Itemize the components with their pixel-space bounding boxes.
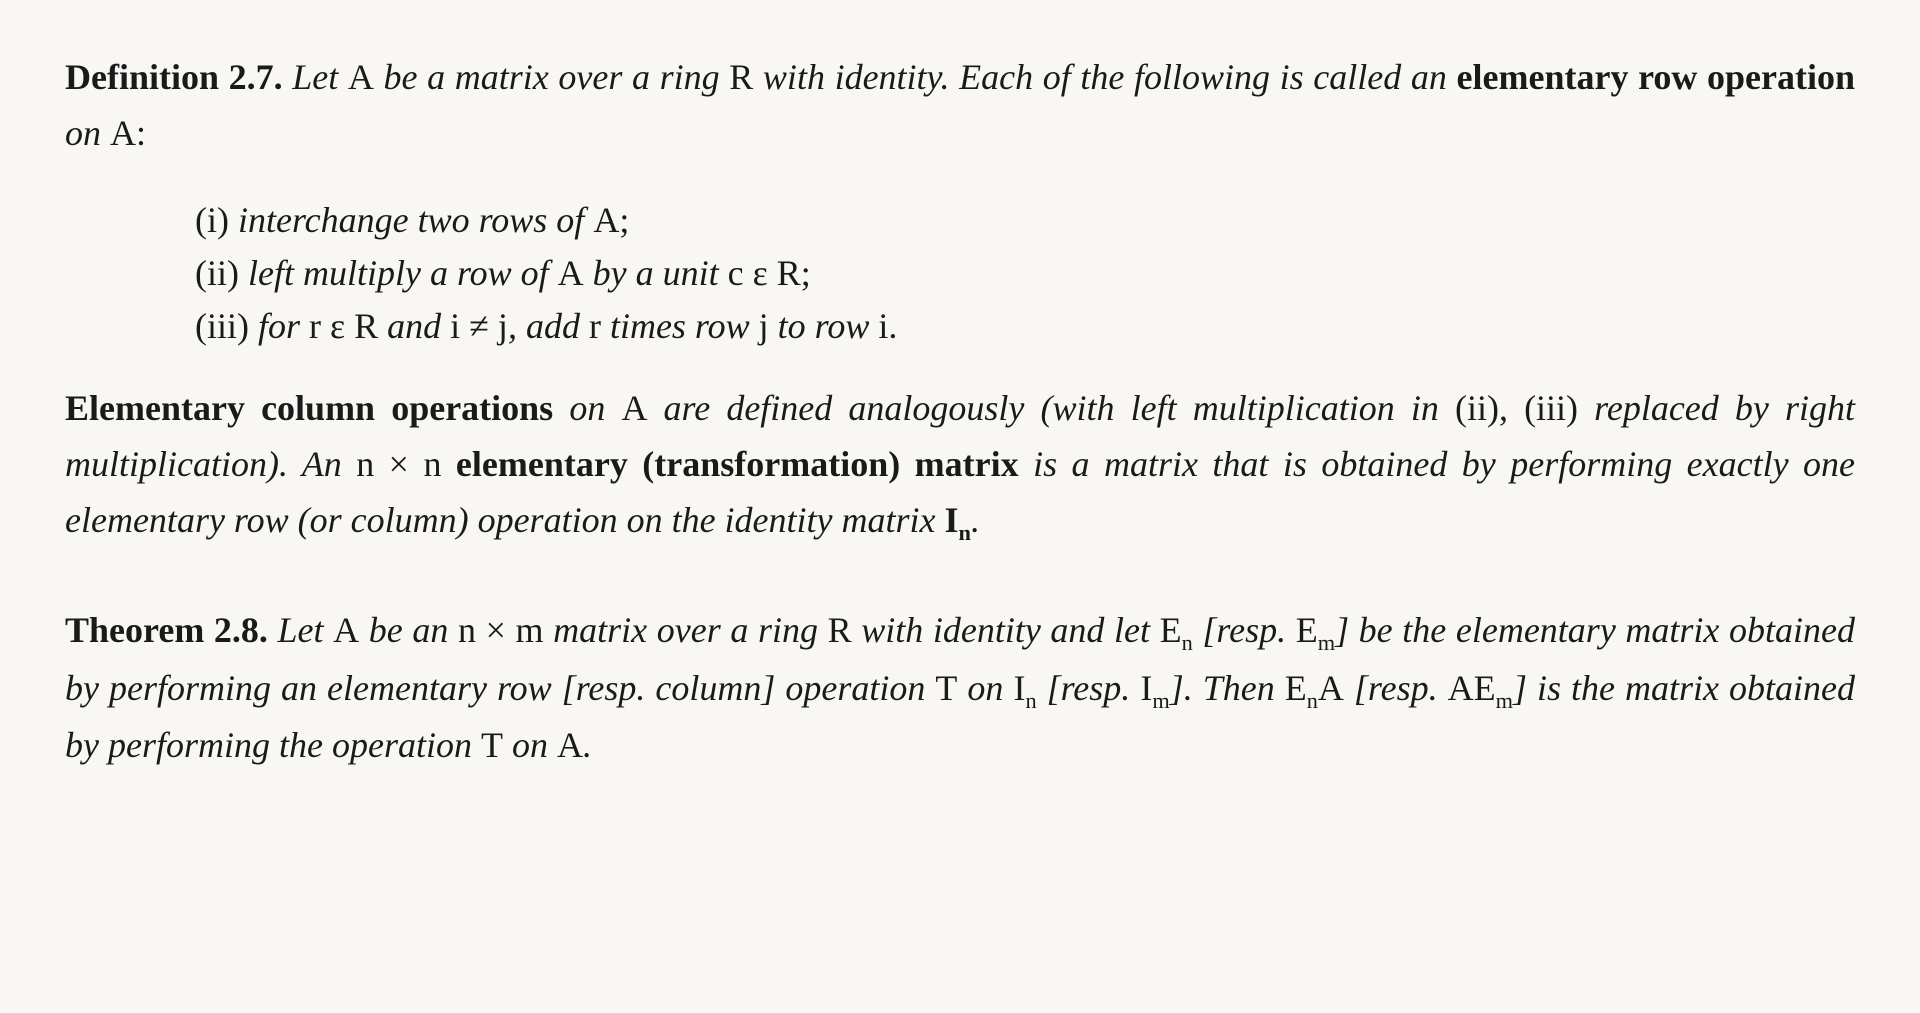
sym-r: r [309,306,321,346]
term-elementary-matrix: elementary (transformation) matrix [441,444,1018,484]
text: be a matrix over a ring [374,57,729,97]
text: . [583,725,592,765]
spacer [65,583,1855,603]
sym-neq: ≠ [460,306,498,346]
sym-E-sub: m [1318,630,1335,655]
sym-i: i [450,306,460,346]
sym-R: R [354,306,378,346]
sym-I: I [1140,668,1152,708]
text: for [258,306,309,346]
text: by a unit [584,253,728,293]
sym-A: A [333,610,359,650]
sym-j: j [498,306,508,346]
text: left multiply a row of [248,253,558,293]
sym-R: R [729,57,753,97]
sym-A: A [557,725,583,765]
text: : [136,113,146,153]
sym-E-sub: n [1182,630,1193,655]
sym-A: A [1318,668,1344,708]
ref-iii: (iii) [1524,388,1578,428]
text: to row [769,306,879,346]
ref-ii: (ii) [1455,388,1499,428]
text: be an [359,610,458,650]
sym-T: T [935,668,957,708]
text: Let [292,57,348,97]
text: with identity. Each of the following is … [753,57,1456,97]
text: ; [619,200,629,240]
text: on [65,113,110,153]
sym-A: A [1448,668,1474,708]
list-num: (i) [195,200,238,240]
sym-A: A [558,253,584,293]
sym-I-sub: m [1152,688,1169,713]
text: interchange two rows of [238,200,593,240]
sym-E-sub: n [1307,688,1318,713]
text: with identity and let [852,610,1160,650]
sym-r: r [589,306,601,346]
sym-E: E [1285,668,1307,708]
list-num: (ii) [195,253,248,293]
sym-E: E [1474,668,1496,708]
sym-epsilon: ε [744,253,777,293]
definition-label: Definition 2.7. [65,57,283,97]
sym-I: I [1013,668,1025,708]
column-ops-paragraph: Elementary column operations on A are de… [65,381,1855,550]
sym-nxn: n × n [356,444,441,484]
term-elementary-row-op: elementary row operation [1457,57,1856,97]
term-elementary-col-op: Elementary column operations [65,388,553,428]
text: . [971,500,980,540]
text: [resp. [1193,610,1296,650]
sym-R: R [828,610,852,650]
sym-I-sub: n [959,520,971,545]
sym-j: j [759,306,769,346]
text: ; [801,253,811,293]
sym-epsilon: ε [321,306,354,346]
sym-I-sub: n [1025,688,1036,713]
sym-T: T [481,725,503,765]
text: Let [268,610,333,650]
page-scan: Definition 2.7. Let A be a matrix over a… [0,0,1920,866]
list-num: (iii) [195,306,258,346]
sym-E: E [1296,610,1318,650]
sym-A: A [110,113,136,153]
sym-A: A [348,57,374,97]
list-item-i: (i) interchange two rows of A; [195,194,1855,247]
list-item-iii: (iii) for r ε R and i ≠ j, add r times r… [195,300,1855,353]
definition-2-7: Definition 2.7. Let A be a matrix over a… [65,50,1855,162]
sym-I: I [945,500,959,540]
sym-c: c [728,253,744,293]
text: are defined analogously (with left multi… [647,388,1455,428]
sym-A: A [593,200,619,240]
sym-i: i [878,306,888,346]
text: . [888,306,897,346]
operation-list: (i) interchange two rows of A; (ii) left… [65,194,1855,354]
sym-E: E [1160,610,1182,650]
text: ]. Then [1170,668,1285,708]
theorem-label: Theorem 2.8. [65,610,268,650]
text: matrix over a ring [544,610,828,650]
sym-R: R [777,253,801,293]
sym-A: A [621,388,647,428]
text: [resp. [1037,668,1141,708]
text: times row [601,306,759,346]
text: [resp. [1344,668,1448,708]
text: and [378,306,450,346]
text: on [503,725,557,765]
theorem-2-8: Theorem 2.8. Let A be an n × m matrix ov… [65,603,1855,774]
list-item-ii: (ii) left multiply a row of A by a unit … [195,247,1855,300]
sym-E-sub: m [1496,688,1513,713]
text: on [957,668,1013,708]
text: , add [508,306,589,346]
text: , [1499,388,1524,428]
text: on [553,388,621,428]
sym-nxm: n × m [458,610,544,650]
